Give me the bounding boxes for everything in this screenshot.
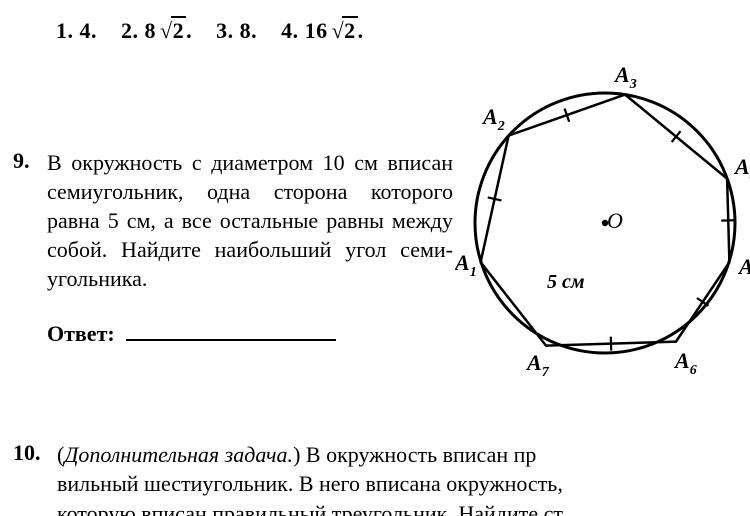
choice-4-num: 4. xyxy=(281,18,299,43)
diagram-svg: O 5 см A1 A2 A3 A4 A5 A6 A7 xyxy=(455,58,750,388)
svg-text:A6: A6 xyxy=(673,348,697,378)
svg-text:A5: A5 xyxy=(737,254,750,284)
choice-4-coef: 16 xyxy=(305,18,328,43)
choice-2-num: 2. xyxy=(121,18,139,43)
svg-text:A7: A7 xyxy=(525,350,550,380)
problem-9-text: В окружность с диаметром 10 см вписан се… xyxy=(47,148,453,293)
problem-10-line2: вильный шестиугольник. В него вписана ок… xyxy=(57,471,563,496)
choice-2-coef: 8 xyxy=(145,18,157,43)
choice-3-num: 3. xyxy=(216,18,234,43)
answer-label: Ответ: xyxy=(47,321,115,346)
problem-10-lead: Дополнительная задача. xyxy=(64,442,293,467)
problem-9: 9. В окружность с диаметром 10 см вписан… xyxy=(13,148,453,347)
answer-row: Ответ: xyxy=(47,315,453,347)
choice-2-sqrt: √2 xyxy=(156,16,186,44)
problem-10: 10. (Дополнительная задача.) В окружност… xyxy=(13,440,745,516)
heptagon-diagram: O 5 см A1 A2 A3 A4 A5 A6 A7 xyxy=(455,58,750,388)
choice-1-num: 1. xyxy=(56,18,74,43)
choice-2-dot: . xyxy=(186,18,192,43)
page: 1. 4. 2. 8√2. 3. 8. 4. 16√2. 9. В окружн… xyxy=(0,0,750,516)
choice-1-val: 4. xyxy=(80,18,98,43)
problem-9-number: 9. xyxy=(13,148,30,174)
choice-3-val: 8. xyxy=(240,18,258,43)
problem-10-line3: которую вписан правильный треугольник. Н… xyxy=(57,501,563,516)
svg-text:A4: A4 xyxy=(733,154,750,184)
svg-text:5 см: 5 см xyxy=(547,271,585,293)
svg-text:A2: A2 xyxy=(481,104,505,134)
choice-4-sqrt: √2 xyxy=(328,16,358,44)
choice-2-radicand: 2 xyxy=(171,16,187,44)
svg-text:A3: A3 xyxy=(613,62,637,92)
svg-text:O: O xyxy=(607,208,623,233)
choice-4-dot: . xyxy=(358,18,364,43)
problem-10-number: 10. xyxy=(13,440,41,466)
choice-4-radicand: 2 xyxy=(342,16,358,44)
problem-10-text: (Дополнительная задача.) В окружность вп… xyxy=(57,440,745,516)
problem-10-after: ) В окружность вписан пр xyxy=(293,442,536,467)
answer-blank[interactable] xyxy=(126,315,336,341)
answer-choices: 1. 4. 2. 8√2. 3. 8. 4. 16√2. xyxy=(56,16,364,44)
svg-text:A1: A1 xyxy=(455,250,477,280)
